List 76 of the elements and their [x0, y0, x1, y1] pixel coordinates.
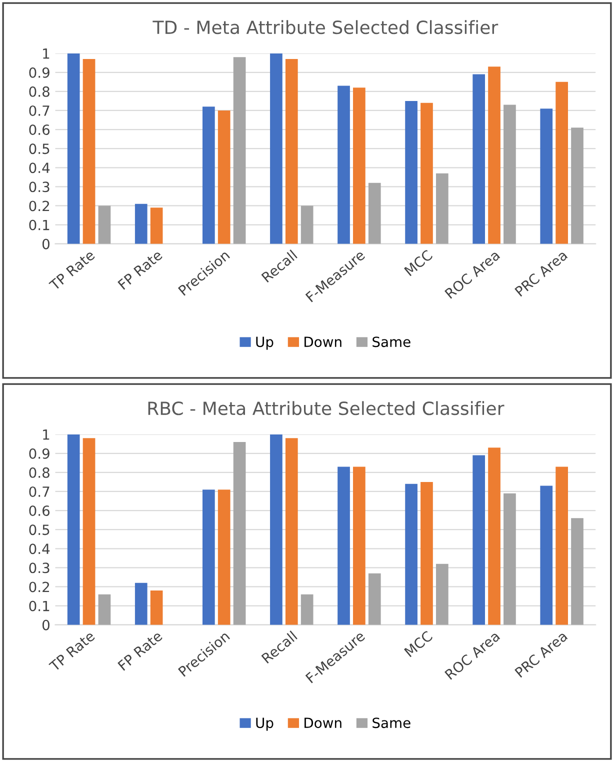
bar: [82, 438, 96, 625]
legend-label: Down: [304, 718, 342, 728]
bar: [338, 86, 350, 244]
y-tick-label: 0.6: [29, 124, 50, 136]
y-tick-label: 0: [42, 620, 50, 630]
bar: [218, 110, 230, 244]
bar: [436, 173, 448, 244]
bar: [134, 582, 148, 625]
bar: [300, 206, 314, 244]
bar: [218, 490, 230, 625]
legend-label: Up: [256, 718, 274, 731]
legend-label: Same: [372, 718, 410, 728]
bar: [556, 466, 568, 625]
bar: [540, 108, 553, 244]
bar: [405, 484, 418, 625]
y-tick-label: 0.3: [29, 562, 50, 574]
y-tick-label: 0.7: [29, 105, 50, 116]
bar: [270, 53, 282, 244]
bar: [488, 66, 500, 244]
y-tick-label: 0.9: [29, 67, 50, 78]
bar: [67, 53, 80, 244]
y-tick-label: 0.1: [29, 600, 50, 612]
bar: [540, 486, 553, 625]
bar: [300, 594, 314, 625]
y-tick-label: 0.8: [29, 86, 50, 97]
chart-title: RBC - Meta Attribute Selected Classifier: [148, 401, 504, 416]
chart-title: TD - Meta Attribute Selected Classifier: [152, 20, 498, 34]
y-tick-label: 0: [42, 238, 50, 250]
bar: [472, 455, 486, 625]
bar: [353, 466, 366, 625]
y-tick-label: 0.2: [29, 200, 50, 212]
bar: [556, 82, 568, 244]
legend-label: Down: [304, 336, 342, 348]
y-tick-label: 1: [43, 48, 50, 59]
y-tick-label: 0.3: [29, 182, 50, 192]
y-tick-label: 0.5: [29, 144, 50, 154]
bar: [98, 594, 111, 625]
bar: [233, 57, 246, 244]
bar: [353, 88, 366, 244]
bar: [420, 482, 433, 625]
y-tick-label: 0.6: [29, 506, 50, 516]
bar: [472, 74, 486, 244]
y-tick-label: 0.4: [29, 162, 50, 174]
y-tick-label: 0.8: [29, 467, 50, 478]
bar: [338, 466, 350, 625]
bar: [82, 59, 96, 244]
bar: [150, 208, 163, 244]
bar: [488, 448, 500, 625]
y-tick-label: 0.1: [29, 220, 50, 230]
bar: [420, 102, 433, 244]
y-tick-label: 0.4: [29, 544, 50, 554]
legend-label: Up: [256, 336, 274, 350]
legend-label: Same: [372, 336, 410, 348]
y-tick-label: 0.2: [29, 582, 50, 592]
bar: [368, 573, 381, 625]
bar: [150, 590, 163, 625]
bar: [202, 106, 215, 244]
bar: [504, 104, 516, 244]
bar: [436, 564, 448, 625]
bar: [202, 490, 215, 625]
bar: [285, 438, 298, 625]
bar: [368, 182, 381, 244]
y-tick-label: 0.7: [29, 486, 50, 497]
bar: [98, 206, 111, 244]
y-tick-label: 1: [43, 429, 50, 440]
y-tick-label: 0.9: [29, 448, 50, 459]
y-tick-label: 0.5: [29, 524, 50, 536]
bar: [67, 434, 80, 625]
bar: [233, 442, 246, 625]
bar: [270, 434, 282, 625]
bar: [405, 100, 418, 244]
bar: [504, 493, 516, 625]
bar: [285, 59, 298, 244]
bar: [571, 128, 584, 244]
bar: [134, 204, 148, 244]
bar: [571, 518, 584, 625]
